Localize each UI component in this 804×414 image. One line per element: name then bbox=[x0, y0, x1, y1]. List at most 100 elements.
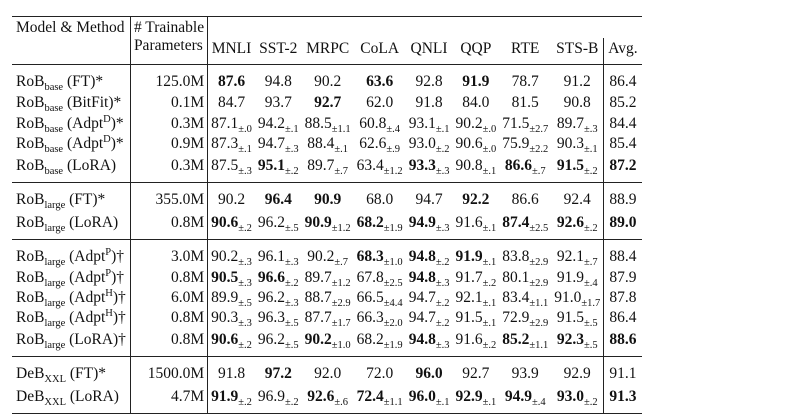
score-cell: 95.1±.2 bbox=[255, 154, 302, 183]
score-cell: 91.8 bbox=[207, 356, 255, 386]
score-cell: 94.2±.1 bbox=[255, 113, 302, 134]
score-value: 67.8 bbox=[356, 268, 384, 286]
score-value: 94.7 bbox=[415, 190, 443, 208]
score-std: ±.3 bbox=[583, 123, 598, 135]
score-std: ±2.9 bbox=[529, 318, 549, 330]
score-value: 91.5 bbox=[455, 309, 483, 327]
score-cell: 93.1±.1 bbox=[406, 113, 453, 134]
score-std: ±2.9 bbox=[529, 256, 549, 268]
avg-cell: 85.2 bbox=[603, 93, 642, 114]
model-size: large bbox=[44, 222, 66, 234]
avg-cell: 87.8 bbox=[603, 287, 642, 308]
score-value: 96.4 bbox=[264, 190, 292, 208]
score-cell: 63.6 bbox=[353, 64, 406, 93]
score-cell: 91.9±.2 bbox=[207, 385, 255, 414]
score-value: 87.6 bbox=[217, 73, 246, 91]
header-params-line2: Parameters bbox=[129, 38, 209, 65]
adapter-variant: P bbox=[105, 267, 112, 279]
params-cell: 125.0M bbox=[129, 64, 209, 93]
score-value: 86.6 bbox=[511, 190, 539, 208]
score-std: ±.7 bbox=[334, 256, 349, 268]
score-cell: 90.2±.0 bbox=[452, 113, 499, 134]
score-std: ±1.9 bbox=[383, 222, 403, 234]
method-tail: )* bbox=[110, 114, 124, 132]
score-value: 87.3 bbox=[211, 134, 239, 152]
score-value: 96.0 bbox=[408, 388, 436, 406]
score-value: 91.9 bbox=[455, 247, 483, 265]
model-size: base bbox=[44, 165, 64, 177]
score-std: ±.2 bbox=[583, 222, 598, 234]
model-size: large bbox=[44, 199, 66, 211]
model-name: RoB bbox=[16, 213, 45, 231]
model-size: large bbox=[44, 277, 66, 289]
score-cell: 90.8±.1 bbox=[452, 154, 499, 183]
score-value: 92.9 bbox=[455, 388, 483, 406]
model-name: RoB bbox=[16, 73, 45, 91]
score-std: ±1.0 bbox=[331, 340, 351, 352]
method-name: (Adpt bbox=[65, 289, 106, 307]
score-cell: 72.0 bbox=[353, 356, 406, 386]
score-cell: 91.8 bbox=[406, 93, 453, 113]
score-std: ±.2 bbox=[435, 318, 450, 330]
score-value: 85.2 bbox=[502, 331, 530, 349]
method-cell: RoBlarge (LoRA) bbox=[12, 211, 130, 240]
score-std: ±.1 bbox=[482, 165, 497, 177]
header-task-cola: CoLA bbox=[360, 40, 400, 58]
adapter-variant: D bbox=[103, 133, 111, 145]
table-row: RoBbase (FT)* 125.0M 87.6 94.8 90.2 63.6 92.8 9… bbox=[12, 64, 642, 94]
avg-value: 85.2 bbox=[609, 94, 637, 112]
model-size: XXL bbox=[44, 374, 67, 386]
score-value: 87.5 bbox=[211, 156, 239, 174]
table-row: RoBlarge (FT)* 355.0M 90.2 96.4 90.9 68.0 94.7… bbox=[12, 181, 642, 211]
header-task-sst-2: SST-2 bbox=[259, 40, 298, 58]
score-cell: 92.6±.2 bbox=[551, 211, 604, 240]
score-value: 66.3 bbox=[356, 309, 384, 327]
model-name: RoB bbox=[16, 289, 45, 307]
score-std: ±.3 bbox=[238, 277, 252, 289]
model-name: RoB bbox=[16, 134, 45, 152]
score-std: ±.2 bbox=[285, 277, 299, 289]
score-std: ±.2 bbox=[435, 298, 450, 310]
score-std: ±.2 bbox=[238, 397, 252, 409]
score-std: ±.1 bbox=[482, 397, 497, 409]
score-cell: 87.7±1.7 bbox=[302, 308, 354, 329]
score-value: 92.4 bbox=[563, 190, 591, 208]
model-size: base bbox=[44, 82, 64, 94]
model-size: base bbox=[44, 143, 64, 155]
score-cell: 94.8±.3 bbox=[406, 268, 453, 289]
method-name: (Adpt bbox=[63, 114, 104, 132]
score-std: ±1.1 bbox=[529, 298, 549, 310]
score-cell: 90.9±1.2 bbox=[302, 211, 354, 240]
score-value: 88.4 bbox=[307, 134, 335, 152]
header-task-mnli: MNLI bbox=[211, 40, 252, 58]
table-row: RoBlarge (AdptH)† 6.0M 89.9±.5 96.2±.3 88.7±… bbox=[12, 287, 642, 310]
method-name: (FT)* bbox=[66, 365, 107, 383]
header-avg: Avg. bbox=[603, 38, 642, 65]
params-cell: 1500.0M bbox=[129, 356, 209, 386]
score-cell: 68.3±1.0 bbox=[353, 238, 406, 268]
score-std: ±.1 bbox=[482, 318, 497, 330]
score-cell: 94.9±.3 bbox=[406, 211, 453, 240]
adapter-variant: H bbox=[105, 288, 113, 300]
score-value: 92.6 bbox=[556, 213, 584, 231]
avg-value: 87.9 bbox=[609, 268, 637, 286]
score-cell: 90.6±.2 bbox=[208, 328, 255, 357]
score-cell: 96.9±.2 bbox=[254, 385, 302, 414]
score-std: ±1.1 bbox=[383, 397, 403, 409]
score-value: 90.9 bbox=[314, 190, 342, 208]
method-cell: RoBlarge (AdptH)† bbox=[12, 308, 130, 330]
model-name: DeB bbox=[16, 388, 45, 406]
score-value: 94.7 bbox=[408, 289, 436, 307]
score-cell: 94.8±.3 bbox=[406, 328, 453, 357]
score-std: ±.2 bbox=[285, 165, 299, 177]
params-cell: 6.0M bbox=[129, 287, 209, 308]
score-std: ±.5 bbox=[285, 340, 299, 352]
params-cell: 0.3M bbox=[129, 113, 209, 134]
method-cell: RoBlarge (AdptP)† bbox=[12, 238, 131, 268]
score-value: 75.9 bbox=[502, 134, 530, 152]
method-cell: RoBlarge (AdptH)† bbox=[12, 288, 130, 309]
score-cell: 92.7 bbox=[302, 93, 354, 113]
score-std: ±1.1 bbox=[331, 123, 351, 135]
score-std: ±.4 bbox=[386, 123, 401, 135]
score-value: 96.3 bbox=[257, 309, 286, 327]
